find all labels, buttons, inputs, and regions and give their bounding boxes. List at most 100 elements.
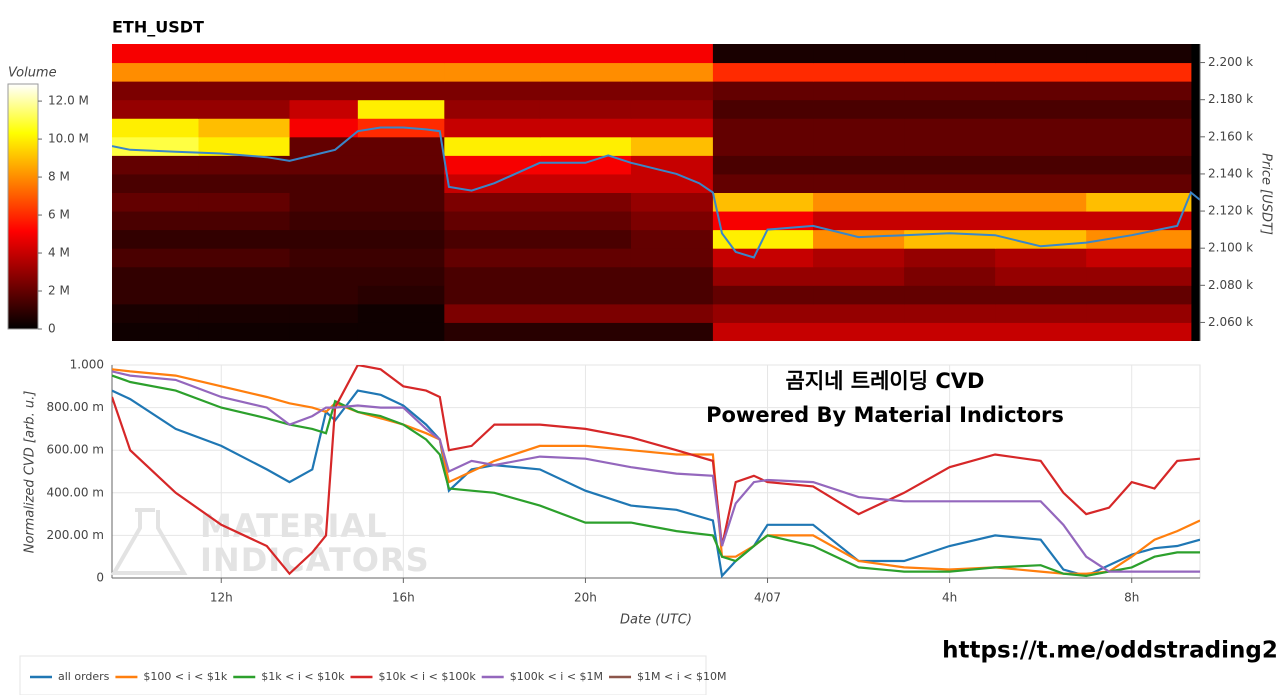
heat-cell — [813, 285, 905, 305]
heat-cell — [1086, 136, 1192, 156]
heat-cell — [539, 266, 632, 286]
heat-cell — [357, 229, 445, 249]
heat-cell — [444, 155, 541, 175]
heat-cell — [813, 155, 905, 175]
heat-cell — [444, 62, 541, 82]
heat-cell — [630, 118, 714, 138]
heat-cell — [198, 248, 291, 268]
heat-cell — [995, 303, 1087, 323]
heat-cell — [630, 173, 714, 193]
heat-cell — [198, 211, 291, 231]
series-line — [112, 389, 1200, 578]
heat-cell — [539, 44, 632, 64]
heat-cell — [289, 303, 359, 323]
y-tick-label: 200.00 m — [47, 528, 105, 542]
heat-cell — [357, 44, 445, 64]
heat-cell — [904, 266, 996, 286]
heat-cell — [289, 118, 359, 138]
y-tick-label: 600.00 m — [47, 443, 105, 457]
legend-label: $10k < i < $100k — [378, 670, 476, 683]
heat-cell — [1086, 192, 1192, 212]
heat-cell — [630, 229, 714, 249]
heat-cell — [1086, 62, 1192, 82]
series-line — [112, 368, 1200, 575]
legend-label: $1M < i < $10M — [637, 670, 726, 683]
heat-cell — [995, 118, 1087, 138]
heat-cell — [444, 322, 541, 341]
heat-cell — [995, 44, 1087, 64]
y-tick-label: 2.080 k — [1208, 278, 1253, 292]
heat-cell — [444, 229, 541, 249]
heat-cell — [712, 322, 814, 341]
y-tick-label: 1.000 — [70, 358, 104, 372]
heat-cell — [112, 285, 199, 305]
heat-cell — [904, 118, 996, 138]
heat-cell — [539, 81, 632, 101]
heat-cell — [198, 44, 291, 64]
heat-cell — [904, 136, 996, 156]
heat-cell — [198, 192, 291, 212]
heat-cell — [289, 81, 359, 101]
heat-cell — [813, 322, 905, 341]
heat-cell — [904, 285, 996, 305]
legend-label: $100k < i < $1M — [510, 670, 603, 683]
heat-cell — [813, 44, 905, 64]
heat-cell — [813, 62, 905, 82]
heat-cell — [289, 266, 359, 286]
watermark: INDICATORS — [200, 541, 430, 579]
y-tick-label: 2.060 k — [1208, 315, 1253, 329]
heat-cell — [813, 211, 905, 231]
heat-cell — [995, 155, 1087, 175]
y-tick-label: 400.00 m — [47, 485, 105, 499]
heat-cell — [112, 44, 199, 64]
colorbar-tick-label: 4 M — [48, 246, 70, 260]
heat-cell — [630, 192, 714, 212]
heat-cell — [198, 136, 291, 156]
annotation: 곰지네 트레이딩 CVD — [786, 369, 985, 393]
heat-cell — [289, 155, 359, 175]
series-line — [112, 374, 1200, 578]
heat-cell — [813, 192, 905, 212]
legend-label: $1k < i < $10k — [261, 670, 345, 683]
heat-cell — [995, 62, 1087, 82]
heat-cell — [630, 248, 714, 268]
heat-cell — [112, 322, 199, 341]
heat-cell — [1086, 322, 1192, 341]
y-axis-label: Price [USDT] — [1259, 153, 1274, 235]
heat-cell — [904, 155, 996, 175]
colorbar-tick-label: 0 — [48, 322, 56, 336]
heat-cell — [995, 173, 1087, 193]
heat-cell — [198, 266, 291, 286]
heat-cell — [198, 155, 291, 175]
colorbar-tick-label: 2 M — [48, 284, 70, 298]
heat-cell — [539, 229, 632, 249]
y-tick-label: 0 — [96, 571, 104, 585]
heat-cell — [357, 173, 445, 193]
heat-cell — [904, 99, 996, 119]
heat-cell — [712, 81, 814, 101]
heat-cell — [539, 322, 632, 341]
heat-cell — [813, 173, 905, 193]
heat-cell — [1086, 229, 1192, 249]
heat-cell — [112, 211, 199, 231]
x-tick-label: 4/07 — [754, 591, 781, 605]
legend-label: all orders — [58, 670, 110, 683]
heat-cell — [813, 266, 905, 286]
heat-cell — [630, 99, 714, 119]
heat-cell — [1086, 118, 1192, 138]
heat-cell — [289, 285, 359, 305]
heat-cell — [630, 322, 714, 341]
heat-cell — [539, 99, 632, 119]
x-tick-label: 16h — [392, 591, 415, 605]
heat-cell — [904, 303, 996, 323]
heat-cell — [1086, 44, 1192, 64]
heat-cell — [112, 266, 199, 286]
watermark-icon — [110, 508, 188, 575]
heat-cell — [289, 211, 359, 231]
heat-cell — [289, 322, 359, 341]
heat-cell — [1086, 303, 1192, 323]
heatmap — [112, 44, 1200, 341]
y-axis-label: Normalized CVD [arb. u.] — [23, 391, 38, 554]
heat-cell — [357, 155, 445, 175]
heat-cell — [539, 285, 632, 305]
